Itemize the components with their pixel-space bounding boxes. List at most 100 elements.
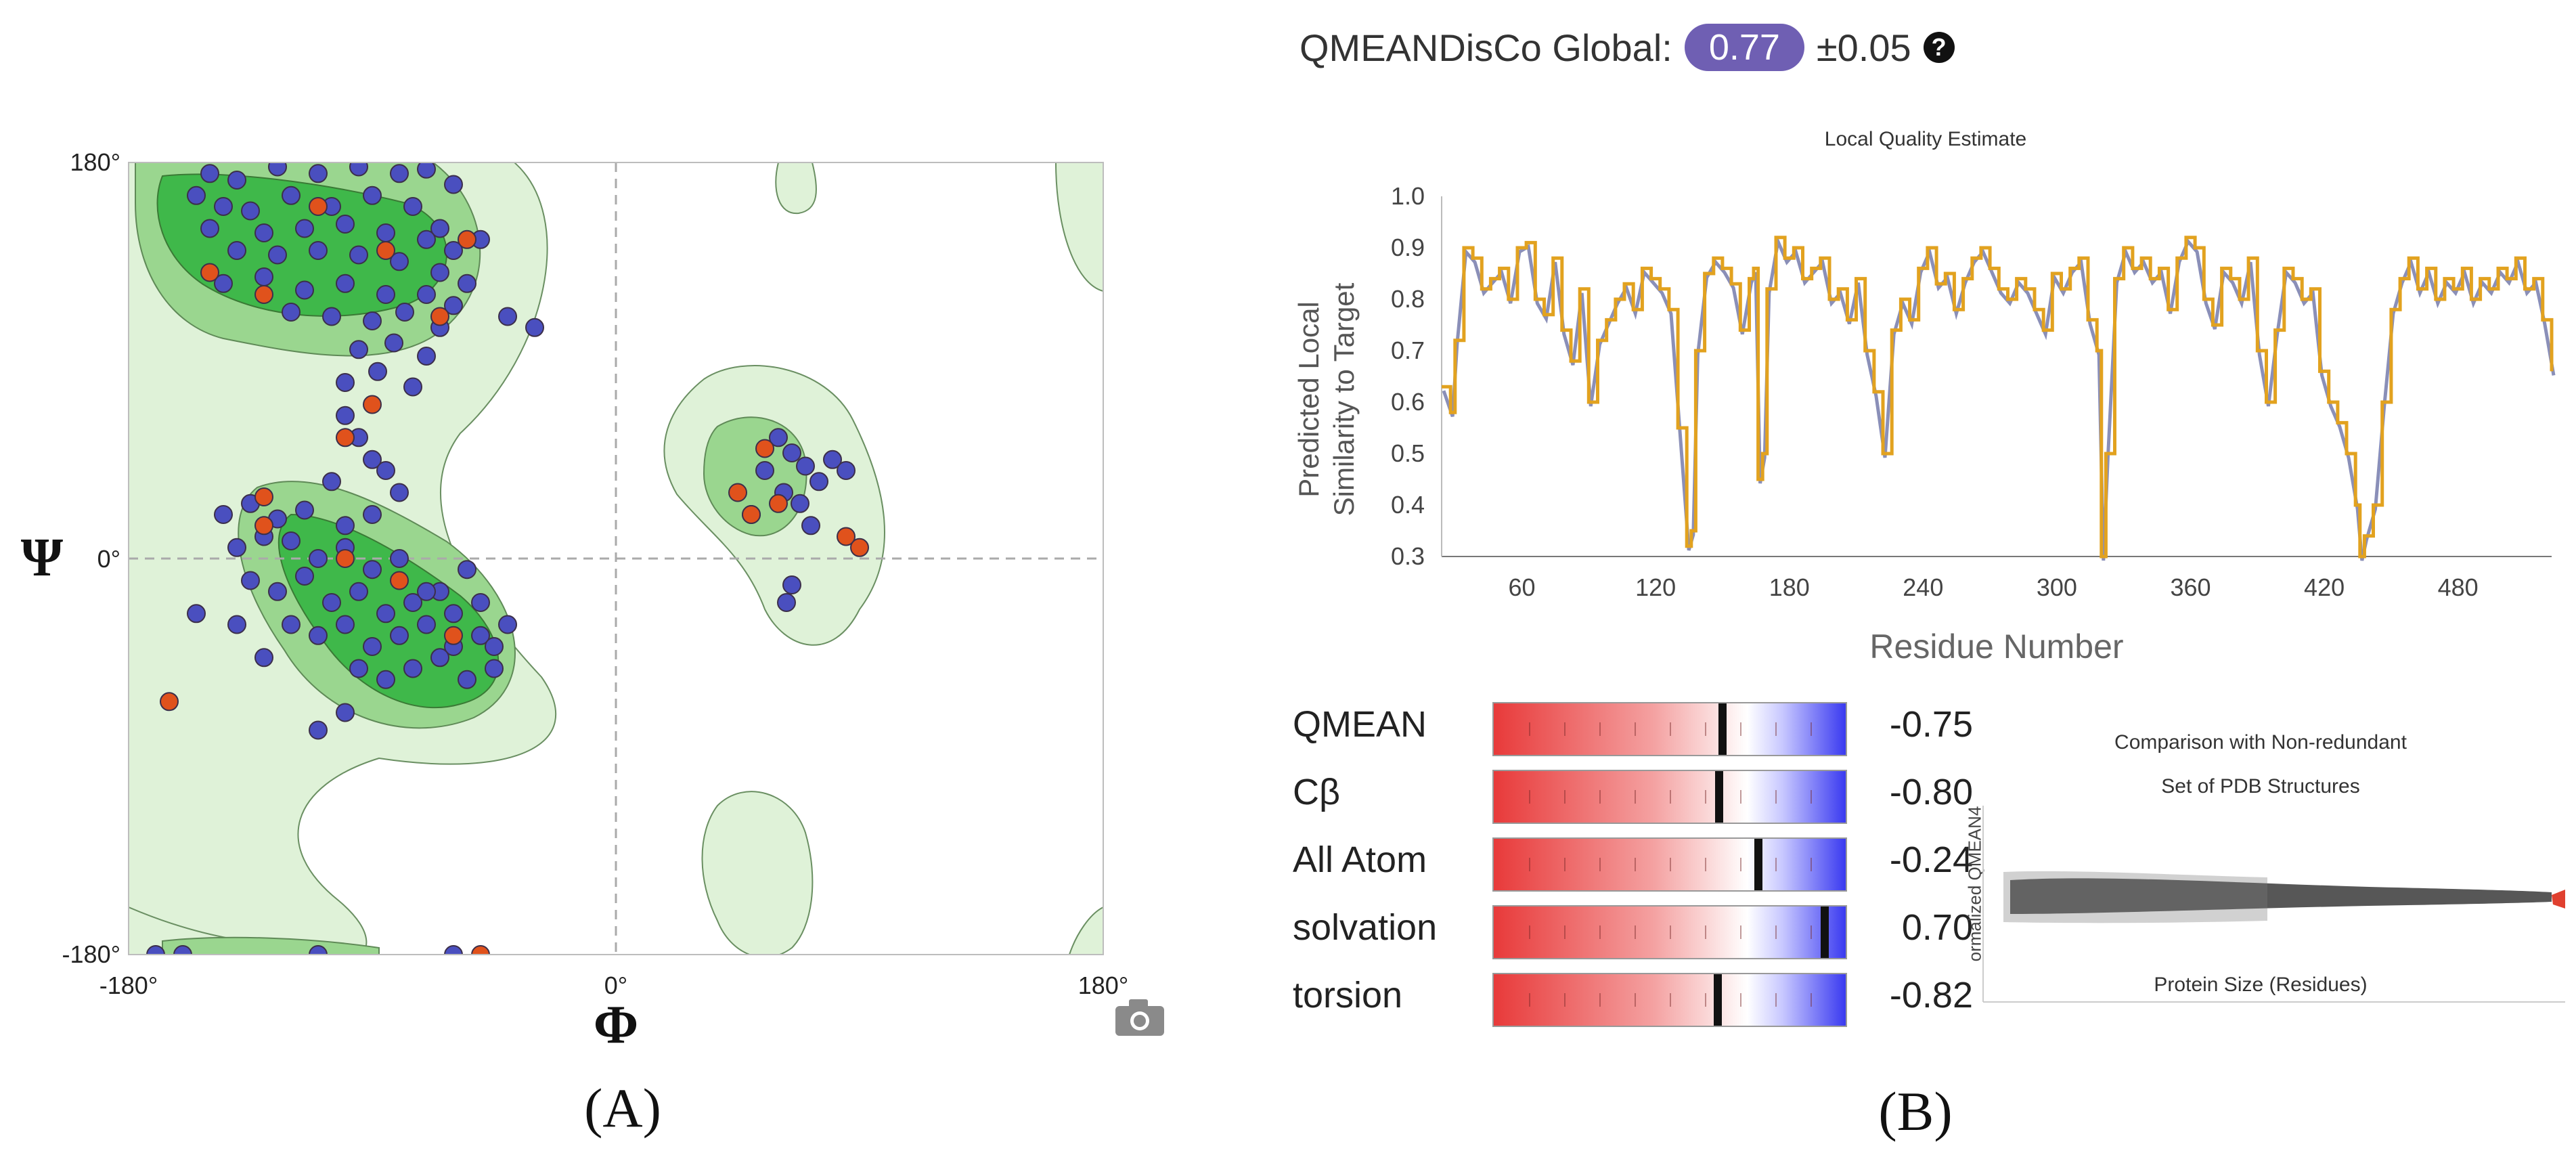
residue-point-blue: [363, 505, 382, 524]
residue-point-blue: [309, 164, 328, 183]
score-name: solvation: [1293, 907, 1438, 948]
scale-tick: [1705, 925, 1706, 939]
residue-point-blue: [322, 593, 341, 612]
residue-point-orange: [742, 505, 761, 524]
residue-point-blue: [227, 171, 246, 190]
scale-tick: [1740, 993, 1741, 1007]
residue-point-blue: [227, 241, 246, 260]
scale-tick: [1529, 722, 1530, 736]
y-tick-label: 0.4: [1391, 491, 1425, 519]
x-tick-label: 360: [2170, 573, 2211, 601]
score-gradient-bar: [1492, 770, 1847, 824]
residue-point-blue: [282, 531, 301, 550]
residue-point-orange: [376, 241, 395, 260]
global-score-error: ±0.05: [1816, 26, 1911, 69]
question-circle-icon[interactable]: ?: [1923, 32, 1955, 63]
residue-point-blue: [309, 241, 328, 260]
residue-point-blue: [376, 285, 395, 304]
score-row: torsion -0.82: [1286, 965, 1973, 1032]
camera-icon[interactable]: [1115, 999, 1164, 1036]
x-tick-label: 180: [1769, 573, 1810, 601]
residue-point-blue: [809, 472, 828, 492]
score-row: QMEAN -0.75: [1286, 694, 1973, 762]
residue-point-orange: [336, 549, 355, 568]
residue-point-blue: [254, 223, 273, 242]
residue-point-blue: [837, 461, 856, 480]
scale-tick: [1775, 790, 1777, 804]
residue-point-orange: [200, 263, 219, 282]
residue-point-orange: [254, 516, 273, 536]
residue-point-blue: [403, 593, 422, 612]
residue-point-blue: [498, 615, 517, 634]
residue-point-blue: [796, 456, 815, 476]
residue-point-blue: [430, 219, 449, 238]
scale-tick: [1740, 925, 1741, 939]
scale-tick: [1670, 858, 1671, 871]
residue-point-blue: [309, 720, 328, 740]
global-score-row: QMEANDisCo Global: 0.77 ±0.05 ?: [1300, 20, 1955, 74]
residue-point-blue: [336, 703, 355, 722]
allowed-region-top-right: [775, 162, 817, 215]
y-tick-label: 0.7: [1391, 336, 1425, 364]
residue-point-blue: [417, 230, 436, 249]
x-ticks: 60 120 180 240 300 360 420 480: [1509, 573, 2479, 601]
residue-points: [146, 162, 869, 955]
scale-tick: [1705, 993, 1706, 1007]
scale-tick: [1811, 790, 1812, 804]
residue-point-blue: [417, 615, 436, 634]
residue-point-blue: [349, 162, 368, 177]
y-tick-label: 1.0: [1391, 182, 1425, 210]
residue-point-blue: [363, 185, 382, 205]
x-axis-symbol: Φ: [594, 995, 638, 1055]
comparison-point-cloud: [2010, 878, 2552, 914]
scale-tick: [1811, 993, 1812, 1007]
residue-point-blue: [823, 450, 842, 469]
residue-point-blue: [295, 280, 314, 300]
scale-tick: [1811, 858, 1812, 871]
score-gradient-bar: [1492, 973, 1847, 1027]
residue-point-blue: [349, 245, 368, 265]
residue-point-blue: [384, 333, 403, 353]
score-row: All Atom -0.24: [1286, 829, 1973, 897]
residue-point-blue: [363, 450, 382, 469]
residue-point-blue: [755, 461, 774, 480]
residue-point-blue: [295, 219, 314, 238]
y-tick-mid: 0°: [97, 545, 120, 573]
scale-tick: [1775, 993, 1777, 1007]
residue-point-blue: [200, 164, 219, 183]
residue-point-blue: [430, 263, 449, 282]
residue-point-blue: [336, 516, 355, 536]
residue-point-blue: [444, 296, 463, 315]
x-axis-label: Residue Number: [1869, 628, 2123, 665]
scale-tick: [1564, 858, 1565, 871]
score-marker: [1718, 703, 1727, 755]
score-marker: [1714, 771, 1723, 823]
global-score-badge: 0.77: [1684, 24, 1804, 71]
residue-point-blue: [395, 303, 414, 322]
x-tick-label: 120: [1635, 573, 1676, 601]
residue-point-orange: [160, 692, 179, 712]
panel-label-a: (A): [584, 1077, 661, 1139]
score-bars: QMEAN -0.75 Cβ -0.80 All Atom -0.24 solvation 0…: [1286, 694, 1973, 1032]
residue-point-orange: [755, 439, 774, 458]
residue-point-blue: [336, 615, 355, 634]
residue-point-blue: [173, 945, 192, 955]
residue-point-blue: [782, 575, 801, 594]
residue-point-orange: [254, 285, 273, 304]
residue-point-blue: [403, 197, 422, 216]
residue-point-blue: [214, 197, 233, 216]
residue-point-blue: [801, 516, 820, 536]
scale-tick: [1529, 790, 1530, 804]
residue-point-blue: [458, 274, 476, 293]
residue-point-blue: [322, 472, 341, 492]
residue-point-blue: [471, 626, 490, 645]
residue-point-blue: [349, 659, 368, 678]
residue-point-blue: [430, 648, 449, 668]
local-quality-title: Local Quality Estimate: [1825, 128, 2026, 150]
comparison-plot: Comparison with Non-redundant Set of PDB…: [1963, 718, 2576, 1022]
residue-point-blue: [268, 245, 287, 265]
residue-point-orange: [458, 230, 476, 249]
residue-point-blue: [268, 162, 287, 177]
residue-point-blue: [485, 637, 504, 656]
scale-tick: [1740, 722, 1741, 736]
